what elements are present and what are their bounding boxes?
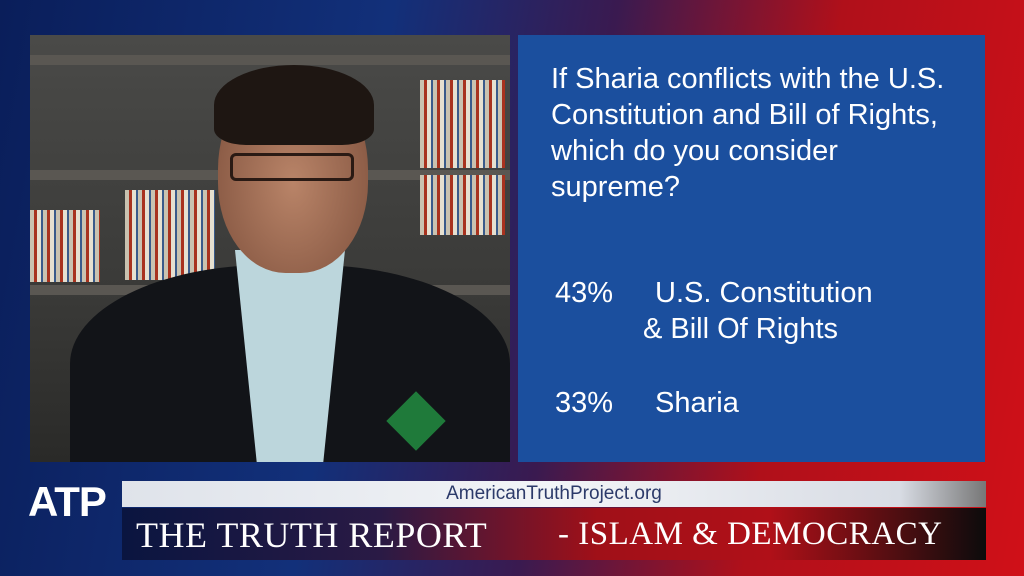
poll-answer: 33% Sharia	[555, 385, 739, 421]
poll-panel: If Sharia conflicts with the U.S. Consti…	[518, 35, 985, 462]
presenter-hair	[214, 65, 374, 145]
books	[420, 80, 505, 168]
show-title-bar: THE TRUTH REPORT - ISLAM & DEMOCRACY	[122, 508, 986, 560]
books	[420, 175, 505, 235]
books	[125, 190, 215, 280]
answer-label: U.S. Constitution	[655, 277, 873, 309]
books	[30, 210, 100, 282]
presenter-glasses	[230, 153, 354, 181]
answer-percent: 33%	[555, 387, 614, 419]
answer-percent: 43%	[555, 277, 614, 309]
answer-label: Sharia	[655, 387, 739, 419]
presenter-shirt	[235, 250, 345, 462]
answer-label: & Bill Of Rights	[643, 313, 838, 345]
show-title: THE TRUTH REPORT	[136, 515, 488, 555]
poll-answer: 43% U.S. Constitution & Bill Of Rights	[555, 275, 873, 347]
video-frame-presenter	[30, 35, 510, 462]
poll-question: If Sharia conflicts with the U.S. Consti…	[551, 63, 945, 203]
website-bar: AmericanTruthProject.org	[122, 481, 986, 507]
atp-logo: ATP	[28, 478, 107, 525]
bookshelf	[30, 55, 510, 65]
show-subtitle: - ISLAM & DEMOCRACY	[558, 516, 943, 552]
